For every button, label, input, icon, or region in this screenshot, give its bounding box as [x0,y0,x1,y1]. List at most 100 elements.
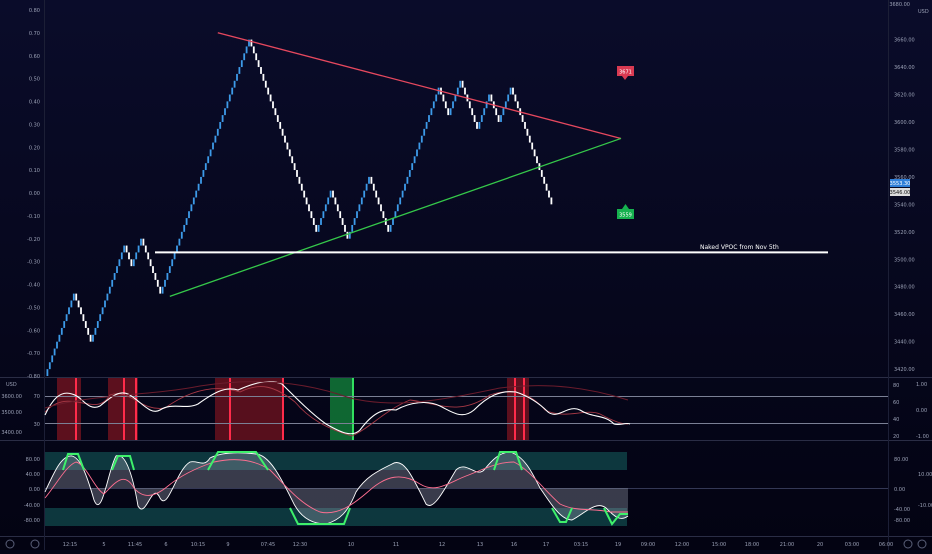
renko-brick [310,211,313,219]
renko-brick [276,115,279,122]
time-axis-label: 18:00 [745,542,759,548]
renko-brick [56,341,58,349]
renko-brick [430,108,433,116]
timezone-icon[interactable] [30,539,40,549]
time-axis-label: 03:00 [845,542,859,548]
renko-brick [51,355,54,363]
renko-brick [461,80,464,88]
renko-brick [123,245,126,253]
right-axis-tick: 3520.00 [894,230,915,236]
last-price-badge[interactable]: 3553.30 [890,179,911,187]
renko-brick [84,321,87,328]
scale-icon[interactable] [917,539,927,549]
renko-brick [159,286,162,294]
renko-brick [238,67,241,74]
sell-marker[interactable]: 3671 [617,66,634,80]
rsi-left-tick: 3500.00 [1,410,22,416]
renko-brick [176,245,178,253]
time-axis-label: 11 [393,542,399,548]
renko-brick [420,135,423,143]
renko-brick [471,108,474,116]
right-axis-tick: 3460.00 [894,312,915,318]
renko-brick [70,300,73,308]
clock-icon[interactable] [903,539,913,549]
renko-brick [464,87,466,95]
renko-brick [540,170,543,177]
renko-brick [92,334,94,342]
time-axis-label: 06:00 [879,542,893,548]
time-axis-label: 13 [477,542,483,548]
renko-brick [387,224,390,232]
time-axis-label: 6 [164,542,167,548]
renko-brick [490,94,493,102]
renko-brick [468,101,471,109]
sell-marker-text: 3671 [619,70,632,76]
renko-brick [168,266,171,274]
renko-brick [293,163,296,171]
right-axis-tick: 3600.00 [894,120,915,126]
renko-brick [192,197,195,205]
renko-brick [291,156,294,164]
osc-left-tick: -80.00 [24,518,40,524]
renko-brick [101,307,104,315]
settings-icon[interactable] [5,539,15,549]
renko-brick [202,170,205,177]
renko-brick [447,108,450,116]
renko-brick [341,218,344,225]
renko-brick [514,94,517,102]
left-axis-tick: 0.80 [29,8,40,14]
renko-brick [224,108,226,116]
renko-bricks [46,39,553,376]
renko-brick [442,94,445,102]
renko-brick [452,101,454,109]
buy-marker[interactable]: 3559 [617,204,634,219]
top-partial-label: 3680.00 [889,2,910,8]
left-axis-tick: -0.40 [27,283,40,289]
left-axis-tick: 0.00 [29,191,40,197]
renko-brick [320,218,322,225]
renko-brick [370,176,373,184]
renko-brick [504,101,507,109]
renko-brick [528,135,531,143]
renko-brick [185,218,188,225]
renko-brick [550,197,553,205]
renko-brick [392,218,394,225]
renko-brick [315,224,318,232]
rsi-pane [44,378,888,440]
renko-brick [375,190,378,198]
renko-brick [132,259,135,267]
renko-brick [214,135,217,143]
time-axis-label: 10:15 [191,542,205,548]
right-axis-tick: 3620.00 [894,93,915,99]
left-axis: 0.80 0.70 0.60 0.50 0.40 0.30 0.20 0.10 0.00 -0.1… [27,8,40,380]
renko-brick [394,211,397,219]
renko-brick [77,300,80,308]
renko-brick [327,197,330,205]
renko-brick [413,156,416,164]
upper-trendline [217,32,622,140]
renko-brick [104,300,106,308]
left-axis-tick: -0.80 [27,374,40,380]
right-axis-tick: 3640.00 [894,65,915,71]
renko-brick [262,73,265,81]
renko-brick [75,293,78,301]
renko-brick [96,321,99,328]
time-axis-label: 09:00 [641,542,655,548]
renko-brick [236,73,238,81]
renko-brick [284,135,286,143]
left-axis-tick: 0.30 [29,122,40,128]
renko-brick [372,183,375,191]
rsi-right-tick: 0.00 [916,408,927,414]
last-price-text: 3553.30 [890,181,911,187]
osc-left-tick: -40.00 [24,503,40,509]
renko-brick [548,190,550,198]
rsi-left-tick: 3400.00 [1,430,22,436]
renko-brick [149,259,152,267]
renko-brick [128,252,130,260]
renko-brick [363,190,366,198]
renko-brick [296,170,298,177]
rsi-right-tick: -1.00 [916,434,929,440]
renko-brick [476,121,478,129]
renko-brick [406,176,409,184]
